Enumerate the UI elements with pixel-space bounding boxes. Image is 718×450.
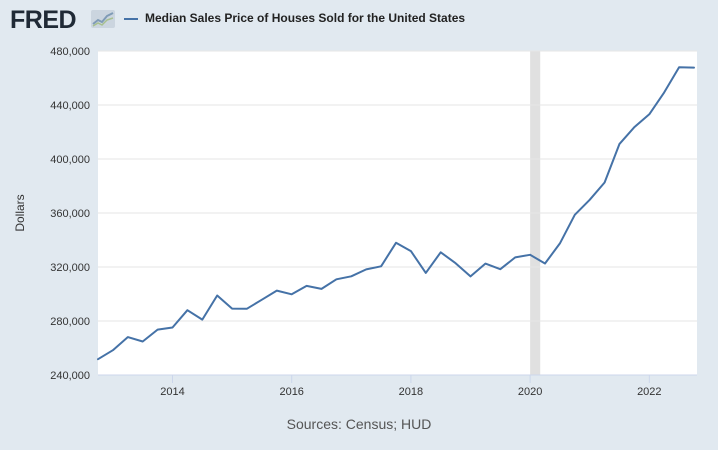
x-tick-label: 2014 xyxy=(160,386,184,398)
chart-trend-icon xyxy=(91,10,115,28)
x-tick-label: 2018 xyxy=(399,386,423,398)
x-tick-label: 2016 xyxy=(279,386,303,398)
legend-label: Median Sales Price of Houses Sold for th… xyxy=(145,11,466,25)
y-tick-label: 400,000 xyxy=(50,154,90,166)
series-line xyxy=(97,66,695,361)
legend-swatch xyxy=(124,18,138,20)
fred-logo[interactable]: FRED xyxy=(10,6,77,34)
chart-header: FRED Median Sales Price of Houses Sold f… xyxy=(0,0,718,40)
y-tick-label: 440,000 xyxy=(50,100,90,112)
y-tick-label: 240,000 xyxy=(50,370,90,382)
source-note: Sources: Census; HUD xyxy=(286,416,432,432)
y-tick-label: 280,000 xyxy=(50,316,90,328)
y-tick-label: 480,000 xyxy=(50,46,90,58)
y-tick-label: 320,000 xyxy=(50,262,90,274)
x-tick-label: 2020 xyxy=(518,386,542,398)
y-axis-title: Dollars xyxy=(13,194,27,231)
y-tick-label: 360,000 xyxy=(50,208,90,220)
x-tick-label: 2022 xyxy=(637,386,661,398)
